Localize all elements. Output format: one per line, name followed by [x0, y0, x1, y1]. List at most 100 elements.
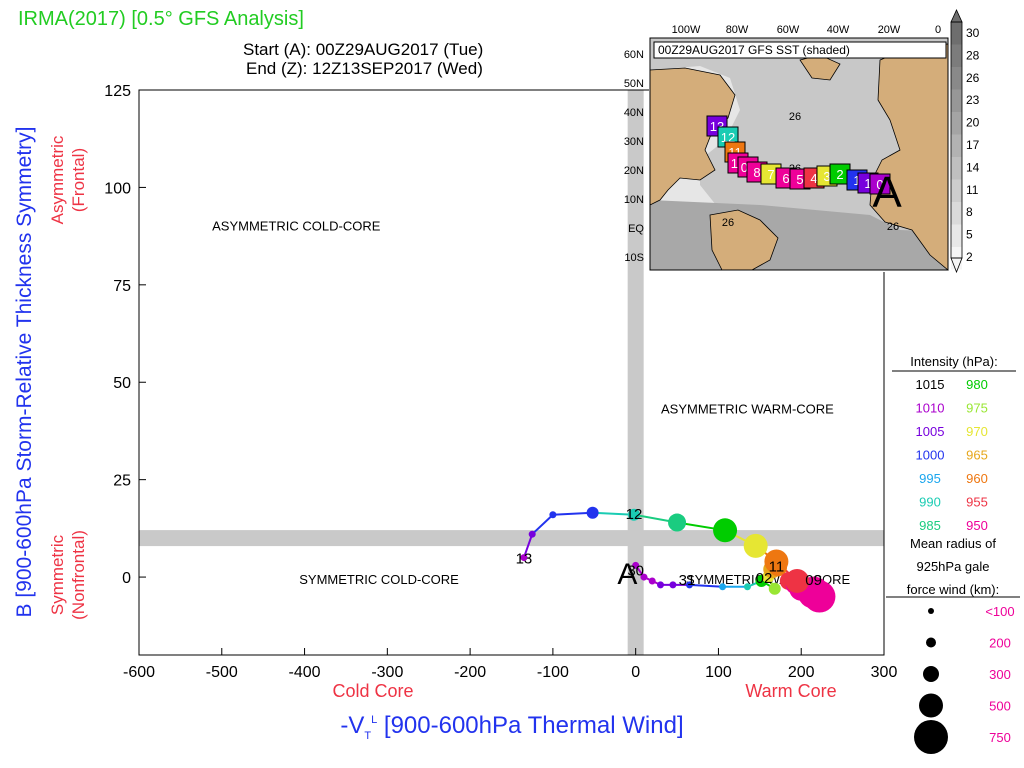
intensity-legend-entry: 985 — [919, 518, 941, 533]
cold-core-label: Cold Core — [332, 681, 413, 701]
trajectory-point — [668, 513, 687, 532]
intensity-legend-entry: 990 — [919, 495, 941, 510]
inset-track-day: 2 — [836, 167, 843, 182]
inset-map-frame — [649, 37, 949, 271]
size-legend-circle — [919, 693, 943, 718]
trajectory-point — [528, 530, 536, 538]
inset-track-day: 1 — [864, 176, 871, 191]
inset-lat-label: 10S — [624, 252, 644, 264]
frontal-label: (Frontal) — [69, 148, 88, 212]
trajectory-point — [713, 518, 738, 543]
y-tick-label: 125 — [104, 83, 131, 100]
intensity-legend-entry: 950 — [966, 518, 988, 533]
inset-track-day: 1 — [853, 173, 860, 188]
intensity-legend-entry: 965 — [966, 448, 988, 463]
size-legend-title: 925hPa gale — [916, 559, 989, 574]
trajectory-point — [743, 583, 751, 591]
inset-lat-label: 10N — [624, 194, 644, 206]
inset-lon-label: 20W — [878, 24, 901, 36]
quadrant-label-asym-warm: ASYMMETRIC WARM-CORE — [661, 401, 834, 416]
size-legend-label: 750 — [989, 730, 1011, 745]
inset-track-day: 7 — [767, 167, 774, 182]
size-legend-label: 500 — [989, 699, 1011, 714]
trajectory-point — [648, 577, 656, 585]
trajectory-point — [657, 581, 664, 589]
inset-lon-label: 40W — [827, 24, 850, 36]
trajectory-point — [520, 554, 528, 562]
symmetry-threshold-band — [139, 530, 884, 547]
inset-track-box — [869, 173, 891, 195]
trajectory-point — [719, 583, 727, 591]
colorbar-segment — [951, 134, 962, 157]
trajectory-segment — [531, 513, 554, 535]
intensity-legend-entry: 1005 — [916, 424, 945, 439]
size-legend-circle — [928, 608, 934, 614]
trajectory-point — [785, 568, 810, 593]
plot-frame — [138, 89, 885, 656]
trajectory-point — [586, 506, 599, 519]
x-tick-label: -400 — [289, 664, 321, 681]
day-label: 09 — [805, 572, 822, 589]
start-time: Start (A): 00Z29AUG2017 (Tue) — [243, 40, 484, 59]
inset-map-north-america — [649, 67, 736, 206]
colorbar-label: 30 — [966, 26, 980, 40]
trajectory-point — [549, 511, 557, 519]
day-label: 30 — [627, 562, 644, 579]
colorbar-segment — [951, 179, 962, 202]
size-legend-circle — [914, 720, 948, 754]
intensity-legend-entry: 975 — [966, 401, 988, 416]
x-tick-label: -200 — [454, 664, 486, 681]
colorbar-top-cap — [950, 9, 963, 23]
day-label: 02 — [756, 570, 773, 587]
inset-track-day: 6 — [782, 171, 789, 186]
x-tick-label: 200 — [788, 664, 815, 681]
colorbar-label: 14 — [966, 160, 980, 174]
intensity-legend-entry: 955 — [966, 495, 988, 510]
intensity-legend-entry: 980 — [966, 377, 988, 392]
inset-track-day: 5 — [796, 172, 803, 187]
sst-contour-label: 26 — [887, 221, 899, 233]
colorbar-segment — [951, 22, 962, 45]
trajectory-point — [640, 573, 648, 581]
inset-track-day: 3 — [823, 169, 830, 184]
intensity-legend-entry: 1000 — [916, 448, 945, 463]
colorbar-label: 26 — [966, 71, 980, 85]
colorbar-segment — [951, 67, 962, 90]
start-marker-a: A — [617, 558, 637, 591]
colorbar-label: 17 — [966, 138, 980, 152]
trajectory-point — [764, 549, 789, 574]
day-label: 12 — [626, 506, 643, 523]
trajectory-point — [632, 561, 640, 569]
chart-title: IRMA(2017) [0.5° GFS Analysis] — [18, 8, 304, 30]
inset-start-marker: A — [872, 168, 902, 217]
trajectory-segment — [552, 511, 593, 516]
colorbar-segment — [951, 89, 962, 112]
trajectory-point — [803, 580, 836, 613]
inset-map-south-america — [709, 209, 779, 271]
y-tick-label: 75 — [113, 278, 131, 295]
size-legend-circle — [923, 666, 939, 682]
intensity-legend-entry: 995 — [919, 471, 941, 486]
x-tick-label: -300 — [371, 664, 403, 681]
trajectory-segment — [592, 511, 635, 516]
day-label: 31 — [679, 572, 696, 589]
colorbar-label: 5 — [966, 228, 973, 242]
intensity-legend-entry: 1015 — [916, 377, 945, 392]
inset-track-day: 12 — [721, 130, 735, 145]
warm-core-label: Warm Core — [745, 681, 836, 701]
asymmetric-label: Asymmetric — [48, 135, 67, 224]
x-tick-label: 300 — [871, 664, 898, 681]
inset-map-title: 00Z29AUG2017 GFS SST (shaded) — [658, 43, 850, 57]
inset-lon-label: 80W — [726, 24, 749, 36]
colorbar-segment — [951, 112, 962, 135]
x-tick-label: 0 — [631, 664, 640, 681]
inset-lat-label: 60N — [624, 49, 644, 61]
colorbar-label: 28 — [966, 48, 980, 62]
colorbar-label: 20 — [966, 116, 980, 130]
day-label: 11 — [769, 558, 785, 575]
colorbar-segment — [951, 44, 962, 67]
inset-lat-label: 30N — [624, 136, 644, 148]
day-label: 13 — [516, 551, 533, 568]
intensity-legend-entry: 960 — [966, 471, 988, 486]
